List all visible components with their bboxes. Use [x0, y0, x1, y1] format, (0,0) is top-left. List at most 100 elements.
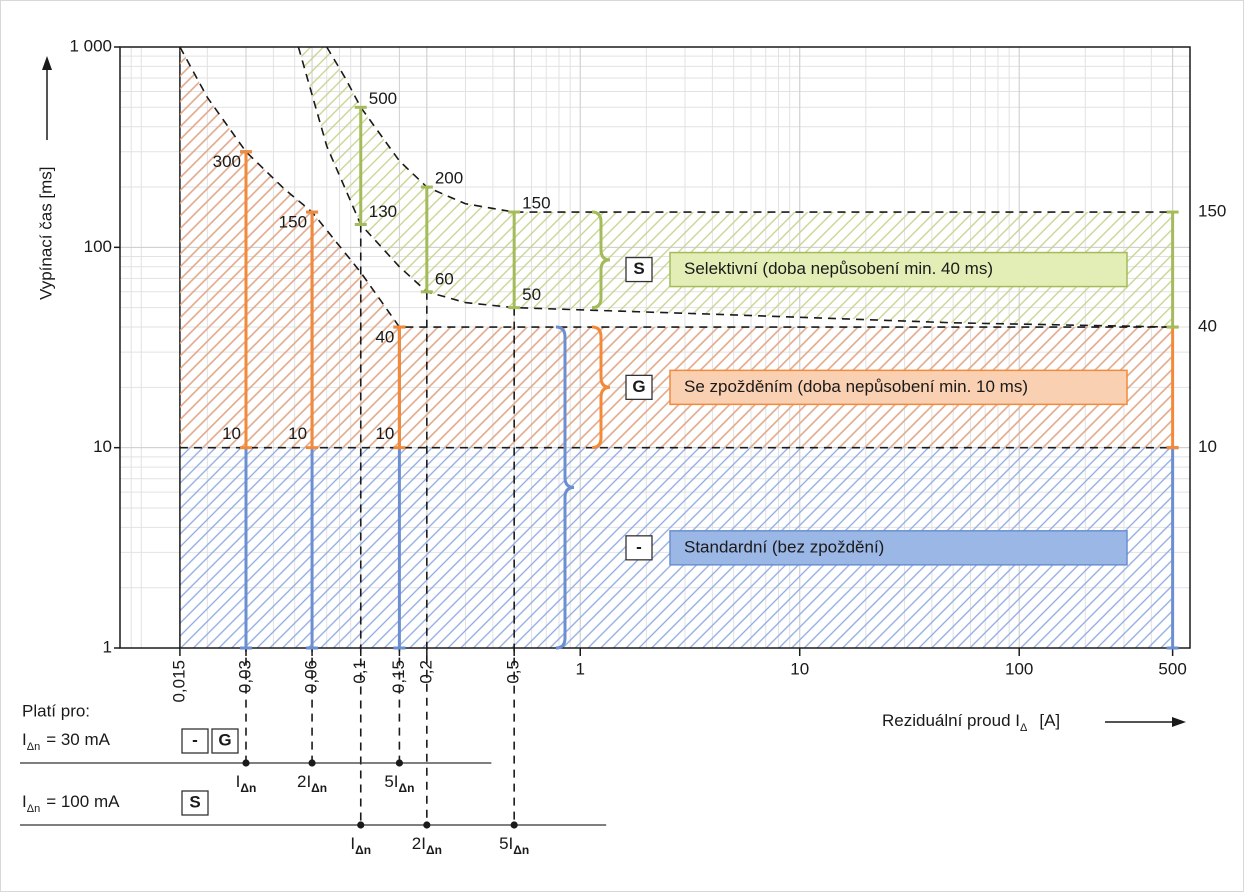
- row-point: [308, 759, 316, 767]
- x-tick-label: 100: [1005, 659, 1033, 678]
- x-axis-label-unit: [A]: [1039, 711, 1060, 730]
- symbol-text: -: [192, 730, 198, 749]
- y-tick-label: 10: [93, 437, 112, 456]
- x-axis-arrowhead: [1172, 717, 1186, 727]
- point-label-prefix: 2: [297, 772, 306, 791]
- legend-symbol: S: [633, 259, 644, 278]
- x-tick-label: 0,03: [235, 660, 254, 693]
- value-label: 500: [369, 89, 397, 108]
- legend-symbol: -: [636, 537, 642, 556]
- x-tick-label: 0,2: [416, 660, 435, 684]
- value-label: 150: [279, 213, 307, 232]
- row-label: IΔn = 100 mA: [22, 792, 120, 814]
- point-label-prefix: 5: [384, 772, 393, 791]
- point-label-base: I: [509, 834, 514, 853]
- hatch-area: [179, 47, 1173, 448]
- legend-symbol: G: [632, 377, 645, 396]
- x-tick-label: 0,06: [302, 660, 321, 693]
- legend-label: Selektivní (doba nepůsobení min. 40 ms): [684, 259, 993, 278]
- row-label: IΔn = 30 mA: [22, 730, 111, 752]
- legend-box: [669, 251, 1128, 288]
- symbol-text: S: [189, 792, 200, 811]
- row-label-text: = 100 mA: [46, 792, 120, 811]
- point-label-sub: Δn: [311, 781, 327, 795]
- value-label: 200: [435, 169, 463, 188]
- value-label: 300: [213, 152, 241, 171]
- row-label-sub: Δn: [27, 741, 40, 753]
- symbol-box: [181, 790, 209, 816]
- row-point: [395, 759, 404, 767]
- point-label-base: I: [350, 834, 355, 853]
- y-tick-label: 1: [103, 637, 112, 656]
- symbol-box: [181, 728, 209, 754]
- point-label-prefix: 2: [412, 834, 421, 853]
- point-label-sub: Δn: [513, 843, 529, 857]
- value-label: 10: [288, 424, 307, 443]
- point-label-sub: Δn: [240, 781, 256, 795]
- y-axis-arrowhead: [42, 56, 52, 70]
- legend-symbol-box: [625, 256, 653, 283]
- x-axis-label: Reziduální proud IΔ [A]: [882, 711, 1060, 733]
- point-label: 2IΔn: [297, 772, 327, 795]
- value-label: 50: [522, 285, 541, 304]
- legend-label: Standardní (bez zpoždění): [684, 537, 884, 556]
- row-point: [510, 821, 518, 829]
- legend-box: [669, 530, 1128, 566]
- row-point: [242, 759, 250, 767]
- point-label: 2IΔn: [412, 834, 442, 857]
- point-label-prefix: 5: [499, 834, 508, 853]
- point-label-sub: Δn: [426, 843, 442, 857]
- x-tick-label: 0,015: [169, 660, 188, 703]
- row-label-base: I: [22, 730, 27, 749]
- point-label-sub: Δn: [355, 843, 371, 857]
- point-label: 5IΔn: [384, 772, 414, 795]
- x-tick-label: 1: [576, 659, 585, 678]
- value-label: 10: [375, 424, 394, 443]
- value-label: 40: [1198, 317, 1217, 336]
- point-label: IΔn: [350, 834, 371, 857]
- y-axis-label: Vypínací čas [ms]: [36, 166, 55, 300]
- value-label: 150: [1198, 202, 1226, 221]
- x-tick-label: 0,5: [504, 660, 523, 684]
- point-label-base: I: [394, 772, 399, 791]
- row-label-base: I: [22, 792, 27, 811]
- boundary-curve: [326, 46, 1173, 213]
- y-tick-label: 100: [84, 237, 112, 256]
- point-label: 5IΔn: [499, 834, 529, 857]
- plot-frame: [119, 46, 1191, 649]
- marks: 10 300 10 150 10 40 10 40 130 500 60 200 50 150 150: [179, 46, 1226, 825]
- x-tick-label: 0,1: [350, 660, 369, 684]
- y-tick-label: 1 000: [69, 36, 112, 55]
- x-axis-label-text: Reziduální proud I: [882, 711, 1020, 730]
- legend-label: Se zpožděním (doba nepůsobení min. 10 ms…: [684, 377, 1028, 396]
- symbol-text: G: [218, 730, 231, 749]
- value-label: 10: [222, 424, 241, 443]
- brace: [591, 210, 611, 310]
- point-label-base: I: [421, 834, 426, 853]
- valid-for-title: Platí pro:: [22, 701, 90, 720]
- x-axis-label-sub: Δ: [1020, 722, 1028, 734]
- brace: [591, 325, 611, 450]
- x-tick-label: 500: [1158, 659, 1186, 678]
- row-point: [357, 821, 365, 829]
- value-label: 10: [1198, 437, 1217, 456]
- row-label-text: = 30 mA: [46, 730, 110, 749]
- x-tick-label: 0,15: [389, 660, 408, 693]
- row-point: [423, 821, 431, 829]
- legend-symbol-box: [625, 535, 653, 561]
- boundary-curve: [297, 46, 1173, 328]
- value-label: 150: [522, 194, 550, 213]
- brace: [555, 325, 575, 650]
- x-tick-label: 10: [790, 659, 809, 678]
- value-label: 40: [375, 328, 394, 347]
- point-label-base: I: [306, 772, 311, 791]
- legend-box: [669, 369, 1128, 406]
- symbol-box: [211, 728, 239, 754]
- legend-symbol-box: [625, 374, 653, 401]
- row-label-sub: Δn: [27, 803, 40, 815]
- point-label: IΔn: [236, 772, 257, 795]
- value-label: 130: [369, 202, 397, 221]
- point-label-sub: Δn: [399, 781, 415, 795]
- value-label: 60: [435, 269, 454, 288]
